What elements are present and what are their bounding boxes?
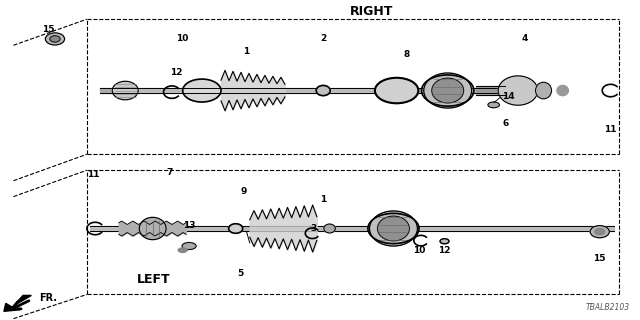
Ellipse shape [140,217,166,240]
Ellipse shape [378,216,410,241]
Text: LEFT: LEFT [137,273,171,286]
Text: 15: 15 [42,25,55,34]
Text: TBALB2103: TBALB2103 [586,303,630,312]
Ellipse shape [112,81,138,100]
Text: 10: 10 [413,246,425,255]
Ellipse shape [324,224,335,233]
Ellipse shape [228,224,243,233]
Text: RIGHT: RIGHT [349,5,393,18]
Ellipse shape [440,239,449,244]
Text: 15: 15 [593,254,606,263]
Ellipse shape [375,78,419,103]
Text: 8: 8 [403,50,410,59]
Ellipse shape [182,243,196,250]
Text: 3: 3 [310,224,317,233]
Ellipse shape [590,226,609,238]
Ellipse shape [178,248,187,252]
Text: 7: 7 [167,168,173,177]
Text: 11: 11 [87,170,100,179]
Text: 4: 4 [521,35,527,44]
Text: 12: 12 [170,68,182,77]
Ellipse shape [557,85,568,96]
Text: 5: 5 [237,268,243,278]
Ellipse shape [316,85,330,96]
Text: 1: 1 [243,47,250,56]
Ellipse shape [488,102,499,108]
Text: 13: 13 [183,221,195,230]
Text: 9: 9 [240,188,246,196]
Text: 14: 14 [502,92,515,101]
Ellipse shape [182,79,221,102]
Text: 11: 11 [604,125,617,134]
Text: FR.: FR. [39,293,57,303]
Polygon shape [4,295,31,311]
Ellipse shape [536,82,552,99]
Ellipse shape [498,76,538,105]
Ellipse shape [432,78,464,103]
Ellipse shape [369,211,417,246]
Text: 1: 1 [320,195,326,204]
Text: 6: 6 [502,119,508,128]
Ellipse shape [595,228,605,235]
Ellipse shape [45,33,65,45]
Ellipse shape [50,36,60,42]
Text: 10: 10 [177,35,189,44]
Ellipse shape [424,73,472,108]
Text: 2: 2 [320,35,326,44]
Text: 12: 12 [438,246,451,255]
